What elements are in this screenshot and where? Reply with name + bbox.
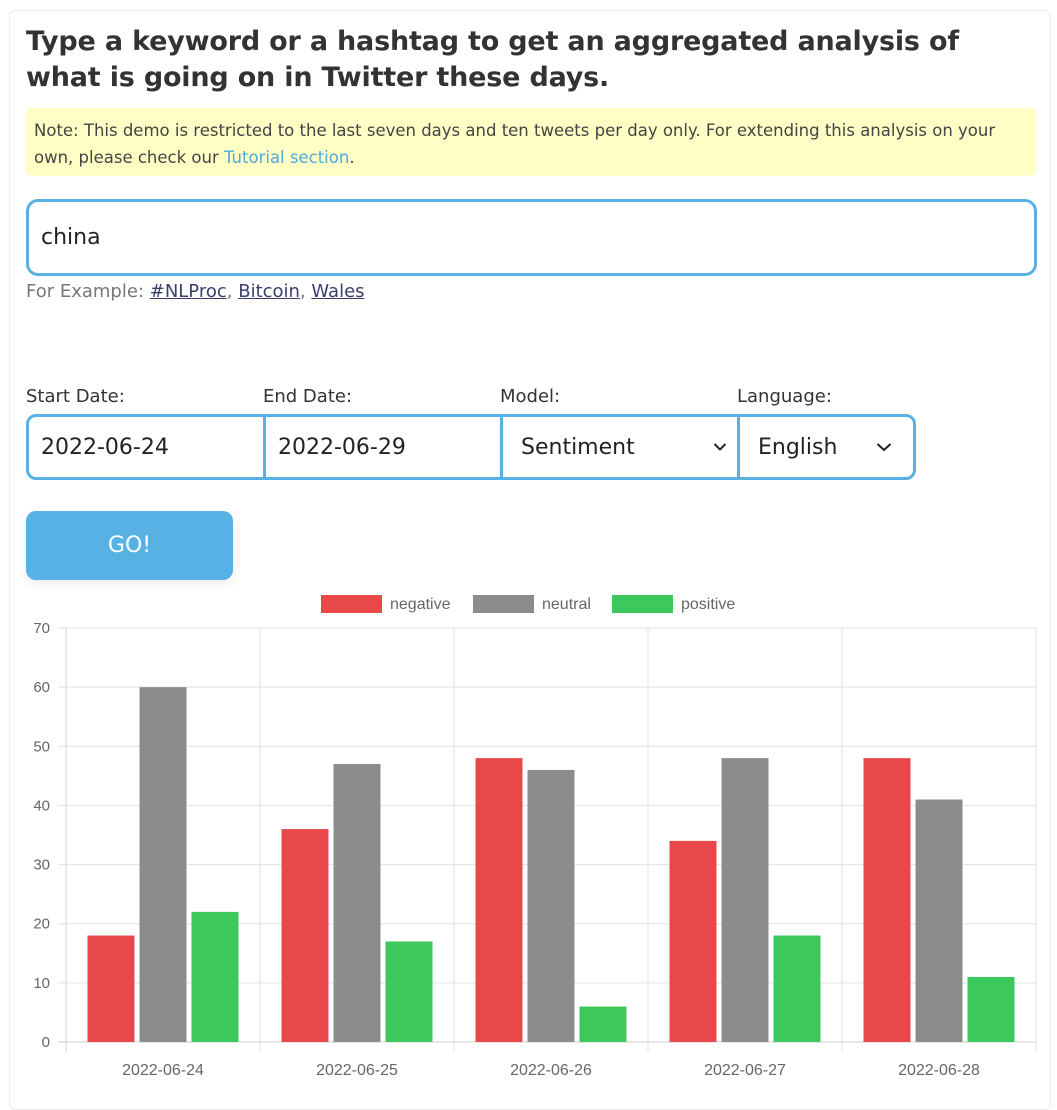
bar-positive (191, 911, 239, 1042)
bar-neutral (527, 769, 575, 1042)
y-tick-label: 30 (33, 857, 50, 874)
legend-swatch-positive (612, 595, 673, 613)
note-banner: Note: This demo is restricted to the las… (26, 108, 1036, 176)
x-tick-label: 2022-06-25 (316, 1062, 398, 1079)
search-input[interactable]: china (26, 199, 1037, 276)
note-text: Note: This demo is restricted to the las… (34, 121, 996, 167)
legend-swatch-negative (321, 595, 382, 613)
bar-negative (281, 829, 329, 1042)
x-tick-label: 2022-06-26 (510, 1062, 592, 1079)
bar-negative (475, 758, 523, 1042)
sentiment-bar-chart: 0 10 20 30 40 50 60 70 2022-06-24 2022-06-25 2022-… (33, 595, 1037, 1079)
x-tick-label: 2022-06-24 (122, 1062, 204, 1079)
examples-prefix: For Example: (26, 281, 150, 302)
language-label: Language: (737, 386, 832, 407)
start-date-value: 2022-06-24 (41, 434, 169, 460)
x-tick-label: 2022-06-28 (898, 1062, 980, 1079)
y-tick-label: 40 (33, 797, 50, 814)
example-link-nlproc[interactable]: #NLProc (149, 281, 227, 302)
y-tick-label: 60 (33, 679, 50, 696)
bar-negative (863, 758, 911, 1042)
x-tick-label: 2022-06-27 (704, 1062, 786, 1079)
start-date-input[interactable]: 2022-06-24 (29, 417, 266, 477)
bar-negative (87, 935, 135, 1042)
language-select[interactable]: English (740, 417, 913, 477)
y-tick-label: 50 (33, 738, 50, 755)
chevron-down-icon (703, 442, 737, 452)
chevron-down-icon (855, 442, 913, 452)
model-label: Model: (500, 386, 561, 407)
y-tick-label: 20 (33, 916, 50, 933)
legend-label-positive: positive (681, 596, 735, 613)
example-link-wales[interactable]: Wales (311, 281, 365, 302)
search-value: china (41, 225, 101, 250)
bar-neutral (333, 764, 381, 1042)
bar-negative (669, 840, 717, 1042)
examples-line: For Example: #NLProc, Bitcoin, Wales (26, 281, 365, 302)
go-button[interactable]: GO! (26, 511, 233, 580)
bar-neutral (139, 687, 187, 1042)
model-select[interactable]: Sentiment (503, 417, 740, 477)
model-value: Sentiment (521, 434, 635, 460)
bar-positive (967, 976, 1015, 1042)
bar-positive (579, 1006, 627, 1042)
bar-neutral (915, 799, 963, 1042)
end-date-label: End Date: (263, 386, 353, 407)
end-date-input[interactable]: 2022-06-29 (266, 417, 503, 477)
bar-positive (773, 935, 821, 1042)
filter-controls: 2022-06-24 2022-06-29 Sentiment English (26, 414, 916, 480)
y-tick-label: 0 (42, 1034, 50, 1051)
language-value: English (758, 434, 838, 460)
start-date-label: Start Date: (26, 386, 125, 407)
tutorial-link[interactable]: Tutorial section (223, 148, 350, 167)
bar-positive (385, 941, 433, 1042)
legend-label-negative: negative (390, 596, 451, 613)
bar-neutral (721, 758, 769, 1042)
legend-label-neutral: neutral (542, 596, 591, 613)
page-title: Type a keyword or a hashtag to get an ag… (26, 26, 959, 93)
legend-swatch-neutral (473, 595, 534, 613)
note-end: . (349, 148, 355, 167)
example-link-bitcoin[interactable]: Bitcoin (238, 281, 300, 302)
end-date-value: 2022-06-29 (278, 434, 406, 460)
y-tick-label: 70 (33, 620, 50, 637)
y-tick-label: 10 (33, 975, 50, 992)
